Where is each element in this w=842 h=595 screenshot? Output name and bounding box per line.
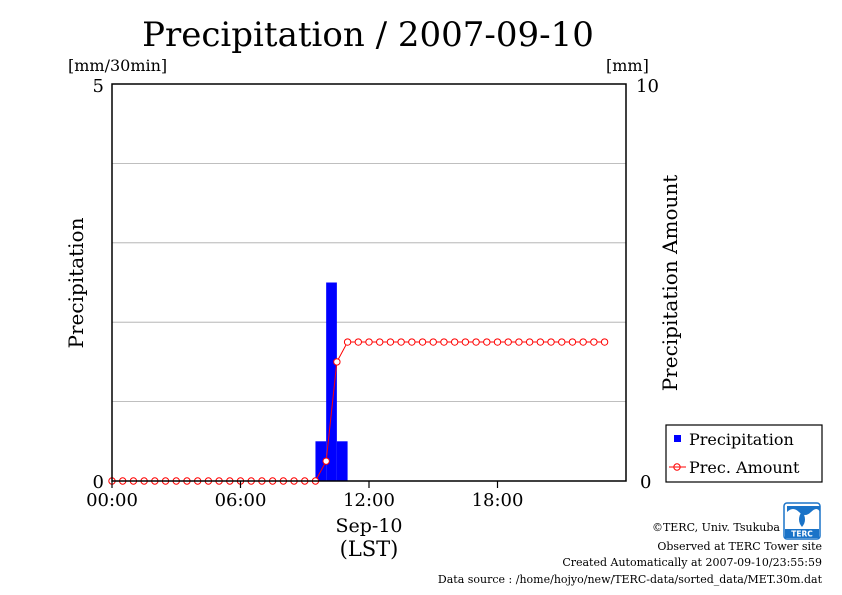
prec-amount-point-38 xyxy=(515,338,523,346)
prec-amount-point-46 xyxy=(600,338,609,346)
legend: Precipitation Prec. Amount xyxy=(665,424,823,483)
footer-copyright: ©TERC, Univ. Tsukuba xyxy=(652,521,780,534)
prec-amount-point-43 xyxy=(568,338,577,346)
precipitation-bar-3 xyxy=(336,441,348,481)
prec-amount-point-25 xyxy=(376,338,384,346)
footer-source: Data source : /home/hojyo/new/TERC-data/… xyxy=(438,573,823,586)
prec-amount-point-24 xyxy=(365,338,373,346)
prec-amount-point-22 xyxy=(343,338,352,346)
logo-text: TERC xyxy=(791,530,813,539)
chart-title: Precipitation / 2007-09-10 xyxy=(142,15,594,55)
prec-amount-point-32 xyxy=(450,338,459,346)
prec-amount-point-41 xyxy=(547,338,555,346)
terc-logo: TERC xyxy=(783,502,821,540)
prec-amount-point-42 xyxy=(558,338,566,346)
legend-precipitation-label: Precipitation xyxy=(689,430,794,449)
left-tick-max: 5 xyxy=(93,76,104,97)
x-tick-label-1: 06:00 xyxy=(215,490,267,511)
right-tick-zero: 0 xyxy=(640,472,651,493)
prec-amount-point-37 xyxy=(504,338,512,346)
gridlines xyxy=(112,162,626,403)
legend-amount-marker xyxy=(673,463,681,471)
prec-amount-point-36 xyxy=(493,338,502,346)
left-tick-zero: 0 xyxy=(93,472,104,493)
prec-amount-point-45 xyxy=(590,338,598,346)
prec-amount-point-34 xyxy=(472,338,480,346)
prec-amount-series xyxy=(108,338,609,485)
right-axis-unit: [mm] xyxy=(606,56,649,75)
x-tick-label-2: 12:00 xyxy=(343,490,395,511)
footer-observed: Observed at TERC Tower site xyxy=(657,540,822,553)
right-tick-max: 10 xyxy=(636,76,659,97)
logo-drop xyxy=(799,511,805,527)
prec-amount-point-29 xyxy=(418,338,427,346)
legend-box xyxy=(665,424,823,483)
x-timezone-label: (LST) xyxy=(340,537,399,561)
x-tick-label-3: 18:00 xyxy=(472,490,524,511)
prec-amount-point-26 xyxy=(386,338,395,346)
prec-amount-point-31 xyxy=(440,338,448,346)
prec-amount-point-28 xyxy=(408,338,416,346)
legend-precipitation-swatch xyxy=(674,435,681,442)
prec-amount-point-20 xyxy=(322,457,330,465)
prec-amount-line xyxy=(112,341,605,482)
prec-amount-point-21 xyxy=(333,358,341,366)
legend-amount-label: Prec. Amount xyxy=(689,458,800,477)
prec-amount-point-40 xyxy=(536,338,545,346)
left-axis-unit: [mm/30min] xyxy=(68,56,167,75)
x-date-label: Sep-10 xyxy=(335,515,402,537)
precipitation-bars xyxy=(315,282,348,481)
x-axis-ticks: 00:00 06:00 12:00 18:00 xyxy=(86,481,523,511)
prec-amount-point-44 xyxy=(579,338,587,346)
precipitation-bar-1 xyxy=(315,441,327,481)
prec-amount-point-30 xyxy=(429,338,437,346)
prec-amount-point-39 xyxy=(525,338,534,346)
logo-waves xyxy=(787,506,820,515)
prec-amount-point-23 xyxy=(354,338,362,346)
prec-amount-point-33 xyxy=(461,338,470,346)
plot-frame xyxy=(111,83,627,482)
prec-amount-point-35 xyxy=(483,338,491,346)
prec-amount-point-27 xyxy=(397,338,405,346)
logo-band xyxy=(785,529,819,538)
left-axis-label: Precipitation xyxy=(64,217,88,348)
precipitation-bar-2 xyxy=(326,282,337,481)
x-tick-label-0: 00:00 xyxy=(86,490,138,511)
right-axis-label: Precipitation Amount xyxy=(658,175,682,392)
footer-created: Created Automatically at 2007-09-10/23:5… xyxy=(562,556,822,569)
